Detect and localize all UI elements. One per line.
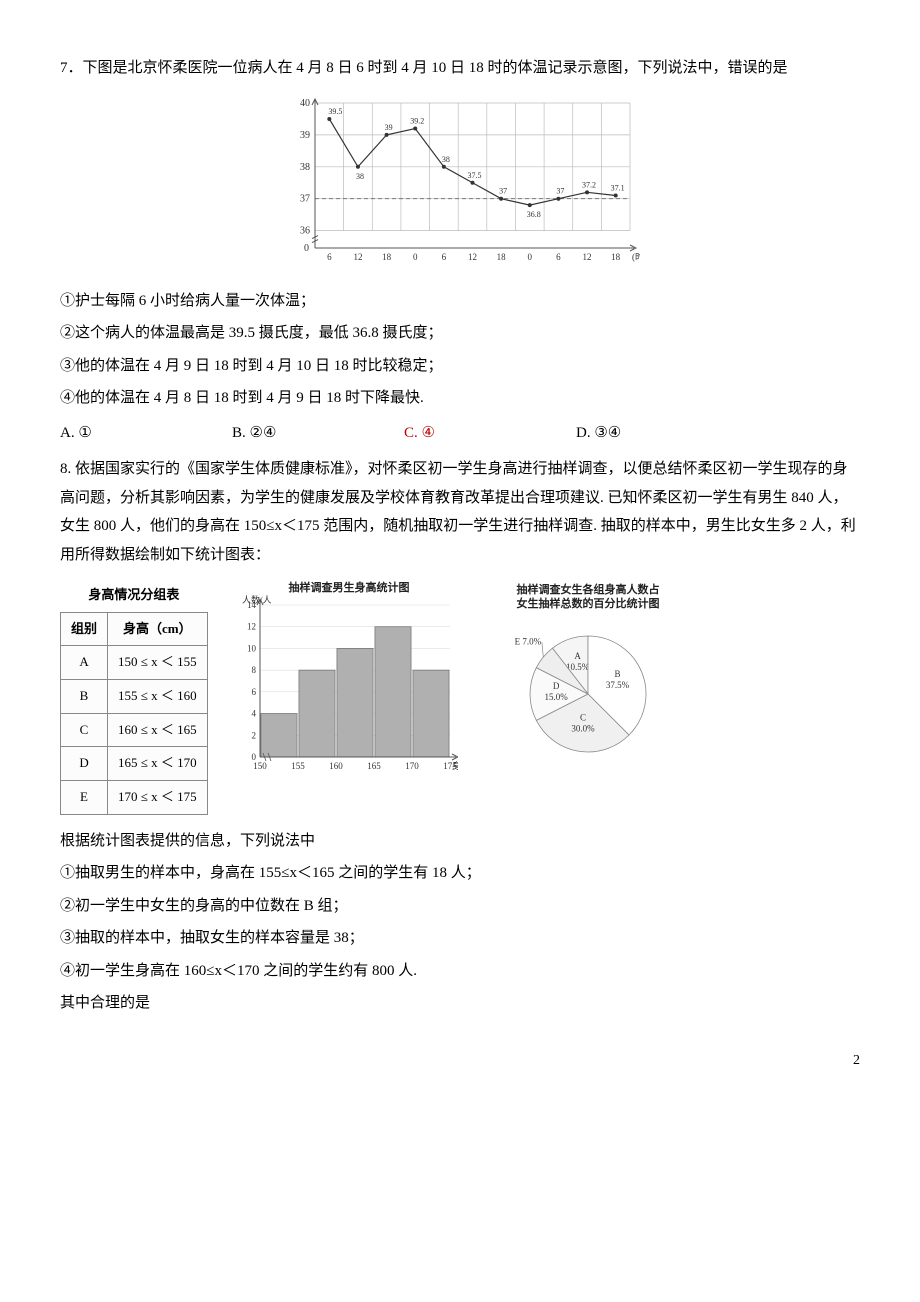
svg-text:30.0%: 30.0%	[571, 724, 595, 734]
q8-stmt-1: ①抽取男生的样本中，身高在 155≤x＜165 之间的学生有 18 人；	[60, 859, 860, 888]
table-row: C160 ≤ x ＜ 165	[61, 713, 208, 747]
svg-text:15.0%: 15.0%	[544, 692, 568, 702]
svg-text:36: 36	[300, 225, 310, 236]
table-cell: 150 ≤ x ＜ 155	[108, 646, 208, 680]
q8-pie-chart: 抽样调查女生各组身高人数占女生抽样总数的百分比统计图A10.5%B37.5%C3…	[478, 579, 698, 779]
svg-text:6: 6	[442, 252, 447, 262]
svg-text:170: 170	[405, 761, 419, 771]
svg-text:A: A	[574, 651, 581, 661]
q8-table-col-0: 组别	[61, 612, 108, 646]
table-cell: 170 ≤ x ＜ 175	[108, 781, 208, 815]
q7-stmt-4: ④他的体温在 4 月 8 日 18 时到 4 月 9 日 18 时下降最快.	[60, 384, 860, 413]
table-cell: E	[61, 781, 108, 815]
table-row: B155 ≤ x ＜ 160	[61, 680, 208, 714]
q7-option-d: D. ③④	[576, 419, 748, 448]
q8-prompt: 8. 依据国家实行的《国家学生体质健康标准》，对怀柔区初一学生身高进行抽样调查，…	[60, 455, 860, 569]
svg-text:37.5%: 37.5%	[606, 680, 630, 690]
q8-closing: 其中合理的是	[60, 989, 860, 1018]
svg-text:4: 4	[251, 709, 256, 719]
q8-bar-chart: 抽样调查男生身高统计图02468101214人数/人15015516016517…	[228, 579, 458, 779]
svg-text:8: 8	[251, 665, 256, 675]
q8-stmt-4: ④初一学生身高在 160≤x＜170 之间的学生约有 800 人.	[60, 957, 860, 986]
table-cell: D	[61, 747, 108, 781]
svg-text:37.5: 37.5	[468, 170, 482, 179]
table-cell: 165 ≤ x ＜ 170	[108, 747, 208, 781]
table-cell: B	[61, 680, 108, 714]
svg-text:155: 155	[291, 761, 305, 771]
q7-stmt-2: ②这个病人的体温最高是 39.5 摄氏度，最低 36.8 摄氏度；	[60, 319, 860, 348]
q7-option-c: C. ④	[404, 419, 576, 448]
svg-text:37.2: 37.2	[582, 180, 596, 189]
svg-text:18: 18	[497, 252, 507, 262]
table-row: E170 ≤ x ＜ 175	[61, 781, 208, 815]
svg-text:D: D	[553, 681, 560, 691]
svg-text:38: 38	[356, 171, 364, 180]
svg-text:37.1: 37.1	[611, 183, 625, 192]
svg-text:38: 38	[442, 154, 450, 163]
svg-text:39.2: 39.2	[410, 116, 424, 125]
q7-option-a: A. ①	[60, 419, 232, 448]
page-number: 2	[60, 1048, 860, 1075]
svg-text:10: 10	[247, 643, 257, 653]
svg-text:39.5: 39.5	[328, 106, 342, 115]
table-row: D165 ≤ x ＜ 170	[61, 747, 208, 781]
svg-text:160: 160	[329, 761, 343, 771]
q7-temperature-chart: 0 36 37 38 39 40 6 12 18 0 6 12 18 0 6 12 18 (时) 39.5 38 39 3…	[280, 93, 640, 273]
svg-text:36.8: 36.8	[527, 210, 541, 219]
svg-text:E 7.0%: E 7.0%	[514, 636, 541, 646]
svg-text:女生抽样总数的百分比统计图: 女生抽样总数的百分比统计图	[516, 596, 659, 610]
table-row: A150 ≤ x ＜ 155	[61, 646, 208, 680]
svg-text:165: 165	[367, 761, 381, 771]
q8-table-col-1: 身高（cm）	[108, 612, 208, 646]
svg-text:0: 0	[413, 252, 418, 262]
q8-height-group-table: 身高情况分组表 组别 身高（cm） A150 ≤ x ＜ 155B155 ≤ x…	[60, 579, 208, 815]
svg-text:18: 18	[382, 252, 392, 262]
table-cell: A	[61, 646, 108, 680]
q7-prompt: 7．下图是北京怀柔医院一位病人在 4 月 8 日 6 时到 4 月 10 日 1…	[60, 54, 860, 83]
svg-text:6: 6	[556, 252, 561, 262]
svg-text:0: 0	[528, 252, 533, 262]
table-cell: 160 ≤ x ＜ 165	[108, 713, 208, 747]
svg-text:39: 39	[385, 122, 393, 131]
svg-text:12: 12	[353, 252, 362, 262]
svg-text:身高/cm: 身高/cm	[452, 760, 458, 771]
svg-text:抽样调查女生各组身高人数占: 抽样调查女生各组身高人数占	[516, 582, 659, 596]
svg-text:12: 12	[468, 252, 477, 262]
svg-text:37: 37	[499, 186, 507, 195]
q8-charts-row: 身高情况分组表 组别 身高（cm） A150 ≤ x ＜ 155B155 ≤ x…	[60, 579, 860, 815]
table-cell: 155 ≤ x ＜ 160	[108, 680, 208, 714]
svg-text:0: 0	[304, 243, 309, 254]
svg-text:18: 18	[611, 252, 621, 262]
q8-after: 根据统计图表提供的信息，下列说法中	[60, 827, 860, 856]
svg-text:6: 6	[327, 252, 332, 262]
svg-text:C: C	[580, 713, 586, 723]
svg-text:B: B	[614, 669, 620, 679]
q7-options: A. ① B. ②④ C. ④ D. ③④	[60, 419, 748, 448]
table-cell: C	[61, 713, 108, 747]
svg-text:150: 150	[253, 761, 267, 771]
q8-stmt-3: ③抽取的样本中，抽取女生的样本容量是 38；	[60, 924, 860, 953]
q8-table-caption: 身高情况分组表	[61, 579, 208, 612]
q7-chart-container: 0 36 37 38 39 40 6 12 18 0 6 12 18 0 6 12 18 (时) 39.5 38 39 3…	[60, 93, 860, 273]
svg-text:12: 12	[583, 252, 592, 262]
svg-text:(时): (时)	[632, 251, 640, 262]
q8-stmt-2: ②初一学生中女生的身高的中位数在 B 组；	[60, 892, 860, 921]
svg-text:12: 12	[247, 622, 256, 632]
svg-text:2: 2	[251, 730, 256, 740]
svg-text:38: 38	[300, 161, 310, 172]
svg-text:37: 37	[300, 193, 310, 204]
q7-stmt-3: ③他的体温在 4 月 9 日 18 时到 4 月 10 日 18 时比较稳定；	[60, 352, 860, 381]
svg-text:6: 6	[251, 687, 256, 697]
svg-text:抽样调查男生身高统计图: 抽样调查男生身高统计图	[288, 580, 409, 594]
svg-text:37: 37	[556, 186, 564, 195]
q7-option-b: B. ②④	[232, 419, 404, 448]
svg-text:39: 39	[300, 129, 310, 140]
svg-text:人数/人: 人数/人	[242, 594, 272, 605]
svg-text:40: 40	[300, 98, 310, 109]
q7-stmt-1: ①护士每隔 6 小时给病人量一次体温；	[60, 287, 860, 316]
